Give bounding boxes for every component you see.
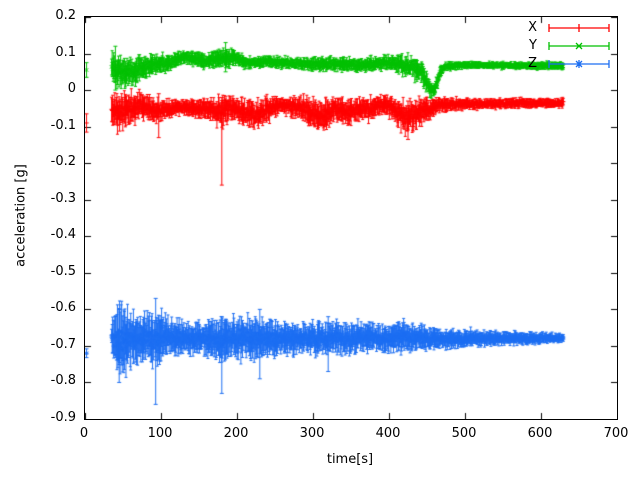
x-tick-label: 0	[79, 426, 89, 441]
y-tick-label: 0	[67, 81, 76, 97]
legend-item-z: Z	[528, 55, 611, 73]
legend-sample-line	[548, 24, 610, 32]
legend-item-y: Y	[528, 37, 611, 55]
legend-label: Y	[529, 38, 537, 53]
y-tick-label: 0.1	[55, 44, 76, 60]
y-tick-label: -0.6	[50, 300, 76, 316]
y-tick-label: 0.2	[55, 8, 76, 23]
x-tick-label: 200	[223, 426, 249, 441]
x-axis-title: time[s]	[326, 452, 374, 467]
x-tick-label: 500	[451, 426, 477, 441]
x-tick-label: 100	[147, 426, 173, 441]
y-tick-label: -0.3	[50, 190, 76, 206]
y-tick-label: -0.4	[50, 227, 76, 243]
y-tick-label: -0.7	[50, 336, 76, 352]
y-tick-label: -0.2	[50, 154, 76, 170]
x-tick-label: 400	[375, 426, 401, 441]
y-tick-label: -0.5	[50, 263, 76, 279]
legend-sample-line	[548, 60, 610, 68]
plot-canvas	[85, 17, 617, 419]
legend-item-x: X	[528, 19, 611, 37]
legend-sample-line	[548, 42, 610, 50]
y-axis-title: acceleration [g]	[13, 164, 29, 267]
legend-label: Z	[528, 56, 537, 71]
y-tick-label: -0.1	[50, 117, 76, 133]
legend-label: X	[528, 20, 537, 35]
y-tick-label: -0.9	[50, 410, 76, 425]
x-tick-label: 700	[603, 426, 629, 441]
x-tick-label: 600	[527, 426, 553, 441]
x-tick-label: 300	[299, 426, 325, 441]
y-tick-label: -0.8	[50, 373, 76, 389]
